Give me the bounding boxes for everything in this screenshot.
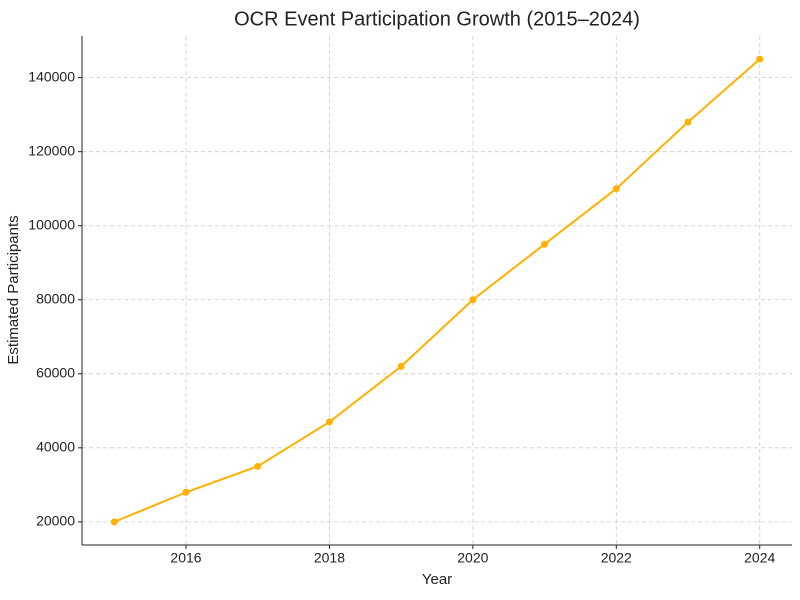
y-tick-label: 140000 xyxy=(28,68,75,84)
y-tick-label: 20000 xyxy=(36,513,75,529)
x-tick-label: 2022 xyxy=(601,550,632,566)
line xyxy=(113,58,761,523)
x-axis-label: Year xyxy=(422,571,452,588)
point xyxy=(612,185,620,193)
x-tick-label: 2018 xyxy=(314,550,345,566)
point xyxy=(756,55,764,63)
point xyxy=(684,118,692,126)
x-tick-label: 2016 xyxy=(170,550,201,566)
y-tick-label: 40000 xyxy=(36,439,75,455)
y-tick-label: 80000 xyxy=(36,290,75,306)
point xyxy=(110,518,118,526)
point xyxy=(541,240,549,248)
y-axis-label: Estimated Participants xyxy=(5,215,22,364)
point xyxy=(469,296,477,304)
y-tick-label: 120000 xyxy=(28,142,75,158)
point xyxy=(325,418,333,426)
point xyxy=(254,462,262,470)
y-tick-label: 100000 xyxy=(28,216,75,232)
chart-title: OCR Event Participation Growth (2015–202… xyxy=(234,8,640,30)
point xyxy=(397,362,405,370)
x-tick-label: 2020 xyxy=(457,550,488,566)
x-tick-label: 2024 xyxy=(744,550,775,566)
point xyxy=(182,488,190,496)
y-tick-label: 60000 xyxy=(36,364,75,380)
